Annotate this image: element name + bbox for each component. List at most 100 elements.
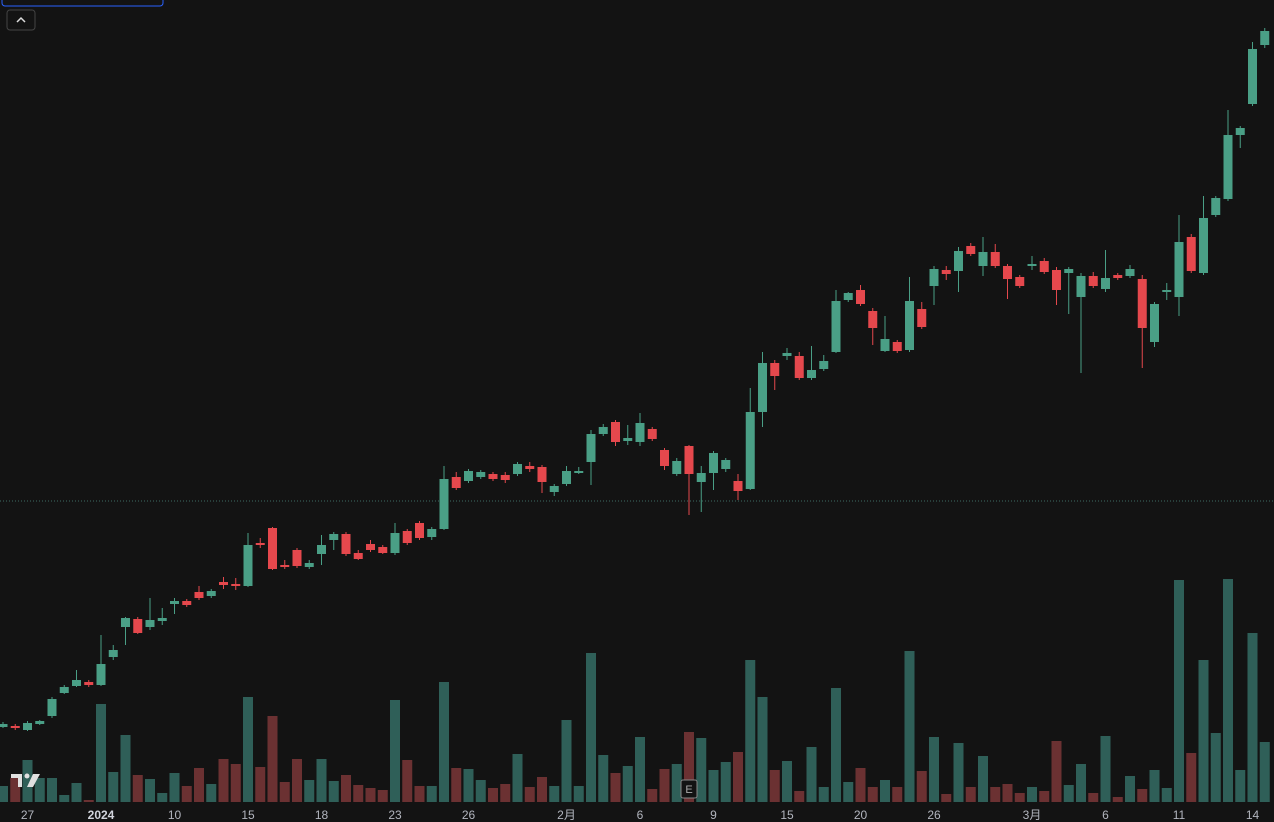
candle-body xyxy=(1064,269,1074,273)
candle-body xyxy=(268,528,277,569)
volume-bar xyxy=(1198,660,1209,802)
candle-body xyxy=(415,523,424,538)
volume-bar xyxy=(549,786,560,802)
candle-body xyxy=(194,592,204,598)
candle-body xyxy=(831,301,841,352)
volume-bar xyxy=(96,704,106,802)
x-tick-label: 14 xyxy=(1246,808,1260,822)
candle-body xyxy=(868,311,878,328)
volume-bar xyxy=(132,775,143,802)
volume-bar xyxy=(157,793,168,802)
x-tick-label: 15 xyxy=(780,808,794,822)
candle-body xyxy=(23,723,32,730)
candle-body xyxy=(1150,304,1159,342)
volume-bar xyxy=(10,778,21,802)
candle-body xyxy=(108,650,118,657)
candle-body xyxy=(1260,31,1270,45)
volume-bar xyxy=(1125,776,1135,802)
candle-body xyxy=(941,270,951,274)
candle-body xyxy=(758,363,767,412)
toolbar-frame xyxy=(1,0,164,7)
x-tick-label: 9 xyxy=(710,808,717,822)
candle-body xyxy=(684,446,694,474)
volume-bar xyxy=(610,773,621,802)
candle-body xyxy=(794,356,804,378)
volume-bar xyxy=(267,716,278,802)
x-tick-label: 18 xyxy=(315,808,329,822)
candle-body xyxy=(586,434,596,462)
candle-body xyxy=(1137,279,1147,328)
volume-bar xyxy=(1002,784,1013,802)
candle-body xyxy=(696,473,706,482)
volume-bar xyxy=(120,735,131,802)
candle-body xyxy=(219,582,228,585)
volume-bar xyxy=(279,782,290,802)
x-tick-label: 20 xyxy=(854,808,868,822)
candle-body xyxy=(427,529,437,537)
volume-bar xyxy=(59,795,70,802)
volume-bar xyxy=(978,756,988,802)
volume-bar xyxy=(1235,770,1246,802)
candle-body xyxy=(1039,261,1049,272)
volume-bar xyxy=(1174,580,1184,802)
volume-bar xyxy=(304,780,315,802)
volume-bar xyxy=(1051,741,1062,802)
volume-bar xyxy=(990,787,1001,802)
volume-bar xyxy=(83,800,94,802)
volume-bar xyxy=(108,772,119,802)
candle-body xyxy=(880,339,890,351)
candle-body xyxy=(598,427,608,434)
candle-body xyxy=(1174,242,1184,297)
volume-bar xyxy=(880,780,890,802)
candle-body xyxy=(72,680,81,686)
candle-body xyxy=(451,477,461,488)
volume-bar xyxy=(414,786,425,802)
candle-body xyxy=(660,450,669,466)
candle-body xyxy=(1052,270,1061,290)
candle-body xyxy=(47,699,57,716)
volume-bar xyxy=(341,775,351,802)
candle-body xyxy=(1076,276,1086,297)
volume-bar xyxy=(402,760,413,802)
volume-bar xyxy=(708,770,719,802)
candle-body xyxy=(990,252,1000,266)
earnings-label: E xyxy=(685,784,692,796)
volume-bar xyxy=(426,786,437,802)
volume-bar xyxy=(328,781,339,802)
candle-body xyxy=(59,687,69,693)
volume-bar xyxy=(1210,733,1221,802)
volume-bar xyxy=(451,768,462,802)
candle-body xyxy=(35,721,45,724)
candle-body xyxy=(672,461,682,474)
volume-bar xyxy=(377,790,388,802)
volume-bar xyxy=(782,761,792,802)
volume-bar xyxy=(1223,579,1233,802)
candle-body xyxy=(843,293,853,300)
volume-bar xyxy=(561,720,572,802)
volume-bar xyxy=(390,700,400,802)
volume-bar xyxy=(965,787,976,802)
volume-bar xyxy=(953,743,964,802)
collapse-icon xyxy=(16,16,26,23)
candle-body xyxy=(1088,276,1098,286)
volume-bar xyxy=(916,771,927,802)
volume-bar xyxy=(34,778,45,802)
candle-body xyxy=(1015,277,1025,286)
candle-body xyxy=(954,251,963,271)
volume-bar xyxy=(696,738,707,802)
volume-bar xyxy=(71,783,82,802)
candle-body xyxy=(488,474,498,479)
candle-body xyxy=(525,466,535,469)
volume-bar xyxy=(1014,793,1025,802)
volume-bar xyxy=(181,786,192,802)
candle-body xyxy=(243,545,253,586)
volume-bar xyxy=(855,768,866,802)
x-tick-label: 26 xyxy=(927,808,941,822)
collapse-button[interactable] xyxy=(6,9,36,31)
x-tick-label: 6 xyxy=(637,808,644,822)
x-tick-label: 26 xyxy=(462,808,476,822)
volume-bar xyxy=(573,786,584,802)
candle-body xyxy=(500,475,510,480)
logo xyxy=(11,773,40,787)
